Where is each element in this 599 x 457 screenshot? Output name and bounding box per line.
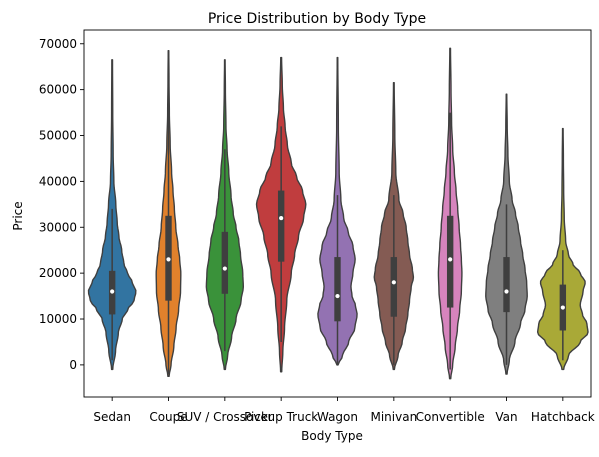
violin-median-dot bbox=[448, 257, 453, 262]
violin-median-dot bbox=[279, 215, 284, 221]
violin-convertible bbox=[437, 47, 463, 380]
violin-van bbox=[485, 93, 528, 375]
violin-wagon bbox=[317, 56, 358, 366]
violin-body bbox=[536, 127, 589, 371]
y-axis: 0 10000 20000 30000 40000 50000 60000 70000 bbox=[39, 37, 84, 372]
violin-iqr-box bbox=[334, 257, 341, 322]
violin-sedan bbox=[87, 59, 137, 371]
chart-title: Price Distribution by Body Type bbox=[208, 11, 426, 27]
x-tick-label: Pickup Truck bbox=[244, 410, 318, 424]
violin-median-dot bbox=[110, 289, 115, 294]
y-tick-label: 70000 bbox=[39, 37, 77, 51]
violin-iqr-box bbox=[277, 190, 285, 262]
x-tick-label: SUV / Crossover bbox=[177, 410, 273, 424]
y-tick-label: 30000 bbox=[39, 220, 77, 234]
x-tick-label: Hatchback bbox=[531, 410, 595, 424]
y-tick-label: 10000 bbox=[39, 312, 77, 326]
x-axis-label: Body Type bbox=[301, 429, 363, 443]
x-tick-label: Minivan bbox=[370, 410, 417, 424]
x-tick-label: Coupe bbox=[149, 410, 187, 424]
violin-iqr-box bbox=[221, 231, 229, 294]
violin-iqr-box bbox=[446, 215, 454, 308]
x-tick-label: Wagon bbox=[317, 410, 358, 424]
y-tick-label: 50000 bbox=[39, 129, 77, 143]
y-axis-label: Price bbox=[11, 201, 25, 230]
x-tick-label: Sedan bbox=[93, 410, 131, 424]
violins-layer bbox=[87, 47, 589, 380]
violin-median-dot bbox=[560, 305, 565, 310]
violin-median-dot bbox=[391, 280, 396, 285]
x-tick-label: Convertible bbox=[416, 410, 485, 424]
y-tick-label: 20000 bbox=[39, 266, 77, 280]
violin-median-dot bbox=[222, 266, 227, 271]
y-tick-label: 60000 bbox=[39, 83, 77, 97]
violin-pickup-truck bbox=[255, 56, 307, 373]
violin-iqr-box bbox=[390, 257, 398, 317]
violin-median-dot bbox=[504, 289, 509, 294]
violin-median-dot bbox=[166, 257, 171, 262]
violin-iqr-box bbox=[503, 257, 510, 313]
violin-median-dot bbox=[335, 293, 340, 299]
x-tick-label: Van bbox=[495, 410, 517, 424]
violin-hatchback bbox=[536, 127, 589, 371]
y-tick-label: 40000 bbox=[39, 174, 77, 188]
y-tick-label: 0 bbox=[69, 358, 77, 372]
violin-minivan bbox=[373, 82, 415, 371]
violin-coupe bbox=[155, 49, 182, 378]
violin-suv-crossover bbox=[205, 59, 245, 371]
